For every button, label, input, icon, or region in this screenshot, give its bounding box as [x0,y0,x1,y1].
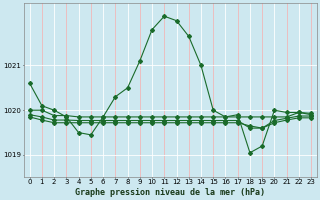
X-axis label: Graphe pression niveau de la mer (hPa): Graphe pression niveau de la mer (hPa) [76,188,265,197]
